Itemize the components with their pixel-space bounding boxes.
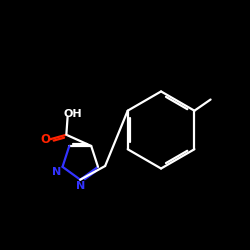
Text: N: N [52, 167, 61, 177]
Text: OH: OH [64, 109, 82, 119]
Text: O: O [41, 132, 51, 145]
Text: N: N [76, 181, 85, 191]
